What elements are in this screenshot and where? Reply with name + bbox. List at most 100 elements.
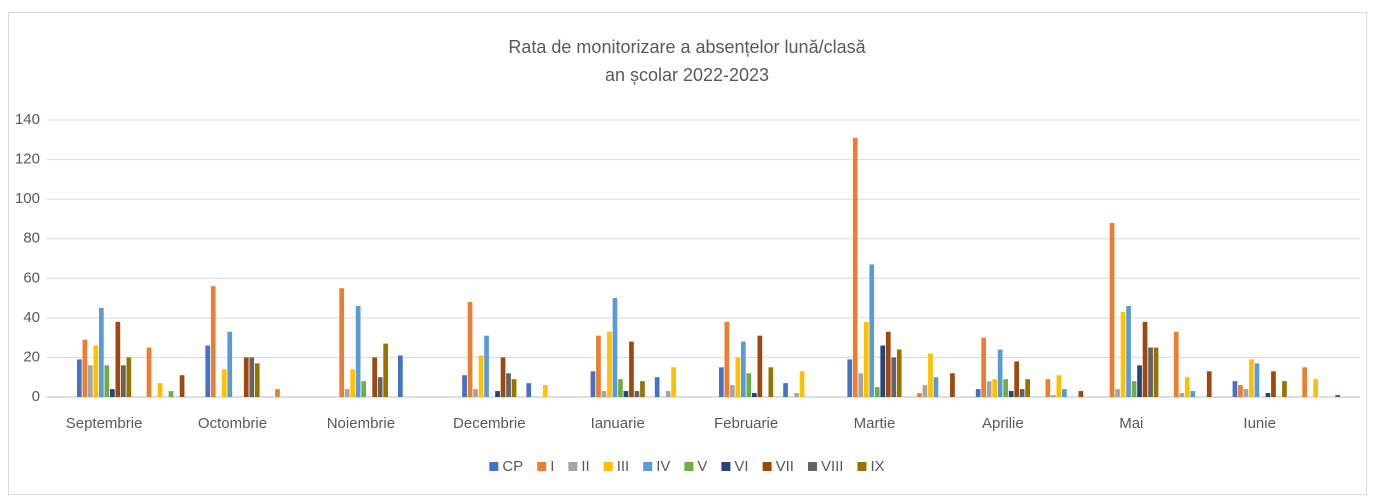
legend-swatch <box>762 462 772 471</box>
bar <box>612 298 618 397</box>
bar <box>671 367 676 397</box>
y-tick-label: 40 <box>23 309 40 326</box>
bar <box>99 307 104 397</box>
bar <box>1131 381 1137 397</box>
bar <box>917 393 922 397</box>
bar <box>634 391 640 397</box>
chart-subtitle: an școlar 2022-2023 <box>605 65 769 85</box>
bar <box>88 365 93 397</box>
bar <box>858 373 864 397</box>
legend-swatch <box>684 462 694 471</box>
bar <box>590 371 596 397</box>
bar <box>1238 385 1243 397</box>
x-tick-label: Ianuarie <box>591 415 645 432</box>
bar <box>746 373 752 397</box>
x-tick-label: Aprilie <box>982 415 1024 432</box>
bar <box>254 363 260 397</box>
bar <box>601 391 607 397</box>
bar <box>179 375 185 397</box>
bar <box>484 335 489 397</box>
bar <box>361 381 366 397</box>
bar <box>1232 381 1238 397</box>
bar <box>1078 391 1084 397</box>
bar <box>121 365 126 397</box>
bar <box>1313 379 1318 397</box>
bar <box>607 331 612 397</box>
bar <box>495 391 500 397</box>
bar <box>1335 395 1340 397</box>
bar <box>735 357 741 397</box>
bar <box>874 387 880 397</box>
bar <box>730 385 735 397</box>
bar <box>847 359 853 397</box>
x-tick-label: Decembrie <box>453 415 526 432</box>
bar <box>467 302 473 397</box>
bar <box>757 335 763 397</box>
legend-label: VI <box>734 458 748 475</box>
bar <box>724 321 730 397</box>
bar <box>1153 347 1159 397</box>
y-tick-label: 60 <box>23 269 40 286</box>
bar <box>629 341 634 397</box>
x-tick-label: Iunie <box>1243 415 1276 432</box>
bar <box>596 335 601 397</box>
bar <box>500 357 506 397</box>
bar <box>794 393 799 397</box>
bar <box>922 385 928 397</box>
bar <box>852 137 858 398</box>
bar <box>1126 305 1131 397</box>
bar <box>741 341 746 397</box>
bar <box>1282 381 1287 397</box>
legend-swatch <box>643 462 653 471</box>
bar <box>1014 361 1019 397</box>
legend-label: VIII <box>821 458 844 475</box>
bar <box>355 305 361 397</box>
bar <box>1184 377 1190 397</box>
bar <box>933 377 939 397</box>
legend-swatch <box>721 462 731 471</box>
bar <box>275 389 280 397</box>
bar <box>506 373 511 397</box>
bar <box>665 391 671 397</box>
bar <box>110 389 115 397</box>
x-tick-label: Octombrie <box>198 415 267 432</box>
bar <box>104 365 110 397</box>
legend-label: IX <box>870 458 884 475</box>
chart-title: Rata de monitorizare a absențelor lună/c… <box>508 37 866 57</box>
legend-label: V <box>697 458 707 475</box>
bar <box>783 383 788 397</box>
bar <box>928 353 933 397</box>
bar <box>1062 389 1067 397</box>
legend-swatch <box>537 462 547 471</box>
bar <box>1051 395 1056 397</box>
y-tick-label: 140 <box>15 111 40 128</box>
y-tick-label: 100 <box>15 190 40 207</box>
legend-label: CP <box>502 458 523 475</box>
x-tick-label: Mai <box>1119 415 1143 432</box>
y-tick-label: 80 <box>23 230 40 247</box>
legend-label: I <box>550 458 554 475</box>
bar <box>1243 389 1249 397</box>
bar <box>1179 393 1185 397</box>
bar <box>768 367 774 397</box>
bar <box>992 379 997 397</box>
bar <box>82 339 88 397</box>
legend-label: II <box>581 458 589 475</box>
bar <box>372 357 377 397</box>
bar <box>1008 391 1014 397</box>
bar <box>986 381 992 397</box>
bar <box>1120 311 1126 397</box>
bar <box>126 357 132 397</box>
x-tick-label: Septembrie <box>66 415 143 432</box>
legend-label: III <box>617 458 630 475</box>
bar <box>885 331 891 397</box>
bar <box>1254 363 1260 397</box>
bar <box>719 367 724 397</box>
legend-swatch <box>489 462 499 471</box>
bar <box>115 321 121 397</box>
bar <box>891 357 897 397</box>
bar <box>880 345 886 397</box>
bar <box>618 379 623 397</box>
bar <box>1206 371 1212 397</box>
